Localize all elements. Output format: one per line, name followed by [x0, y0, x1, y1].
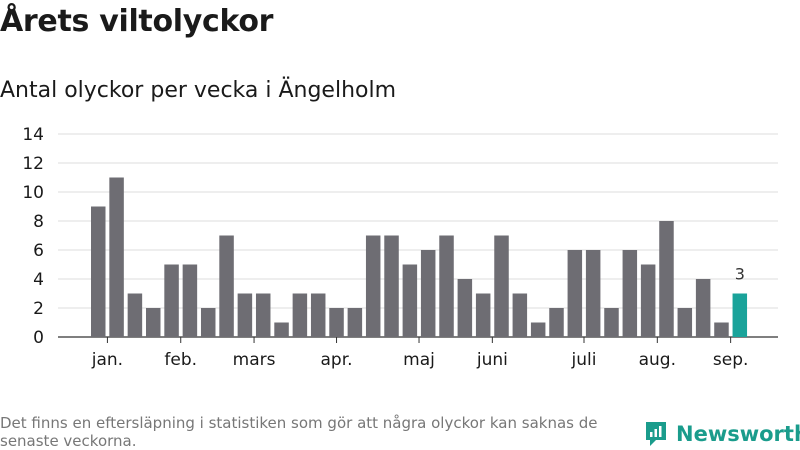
chart-title: Årets viltolyckor [0, 4, 274, 39]
bar [475, 293, 491, 337]
y-tick-label: 10 [22, 183, 44, 203]
bar [659, 221, 674, 337]
bar [200, 308, 216, 337]
bar [219, 235, 234, 337]
bar [494, 235, 509, 337]
bar-value-label: 3 [735, 265, 745, 284]
bar [164, 264, 179, 337]
bar [91, 206, 106, 337]
bars: 3 [91, 177, 748, 337]
x-axis-ticks: jan. feb. mars apr. maj juni juli aug. sep. [91, 337, 749, 370]
bar [567, 250, 583, 337]
bar [530, 322, 546, 337]
bar [384, 235, 399, 337]
x-tick-label: sep. [713, 350, 749, 370]
brand[interactable]: Newsworthy [644, 420, 800, 448]
y-tick-label: 0 [33, 328, 44, 348]
footer-note: Det finns en eftersläpning i statistiken… [0, 414, 598, 450]
x-tick-label: jan. [91, 350, 123, 370]
bar [347, 308, 363, 337]
bar [292, 293, 308, 337]
newsworthy-logo-icon [646, 422, 666, 446]
bar [182, 264, 198, 337]
y-tick-label: 8 [33, 212, 44, 232]
bar [255, 293, 271, 337]
bar [237, 293, 253, 337]
bar [274, 322, 289, 337]
bar [677, 308, 693, 337]
chart-subtitle: Antal olyckor per vecka i Ängelholm [0, 78, 397, 103]
bar [127, 293, 143, 337]
x-tick-label: mars [233, 350, 276, 370]
y-tick-label: 14 [22, 125, 44, 145]
bar [420, 250, 436, 337]
bar [512, 293, 528, 337]
bar [310, 293, 326, 337]
x-tick-label: aug. [639, 350, 676, 370]
x-tick-label: apr. [321, 350, 353, 370]
bar [640, 264, 656, 337]
bar [145, 308, 161, 337]
bar [622, 250, 638, 337]
brand-name: Newsworthy [676, 422, 800, 446]
bar [549, 308, 564, 337]
bar [365, 235, 381, 337]
x-tick-label: feb. [164, 350, 197, 370]
bar [439, 235, 454, 337]
bar [457, 279, 473, 337]
bar-chart: 0 2 4 6 8 10 12 14 3 jan. feb. mars apr. maj juni jul… [22, 125, 778, 370]
y-tick-label: 12 [22, 154, 44, 174]
y-axis-ticks: 0 2 4 6 8 10 12 14 [22, 125, 44, 348]
x-tick-label: juli [571, 350, 597, 370]
bar [695, 279, 711, 337]
y-tick-label: 6 [33, 241, 44, 261]
bar [585, 250, 601, 337]
x-tick-label: juni [476, 350, 508, 370]
x-tick-label: maj [403, 350, 435, 370]
bar-highlighted [732, 293, 748, 337]
bar [109, 177, 124, 337]
y-tick-label: 2 [33, 299, 44, 319]
y-tick-label: 4 [33, 270, 44, 290]
bar [604, 308, 619, 337]
bar [402, 264, 418, 337]
bar [714, 322, 729, 337]
bar [329, 308, 344, 337]
